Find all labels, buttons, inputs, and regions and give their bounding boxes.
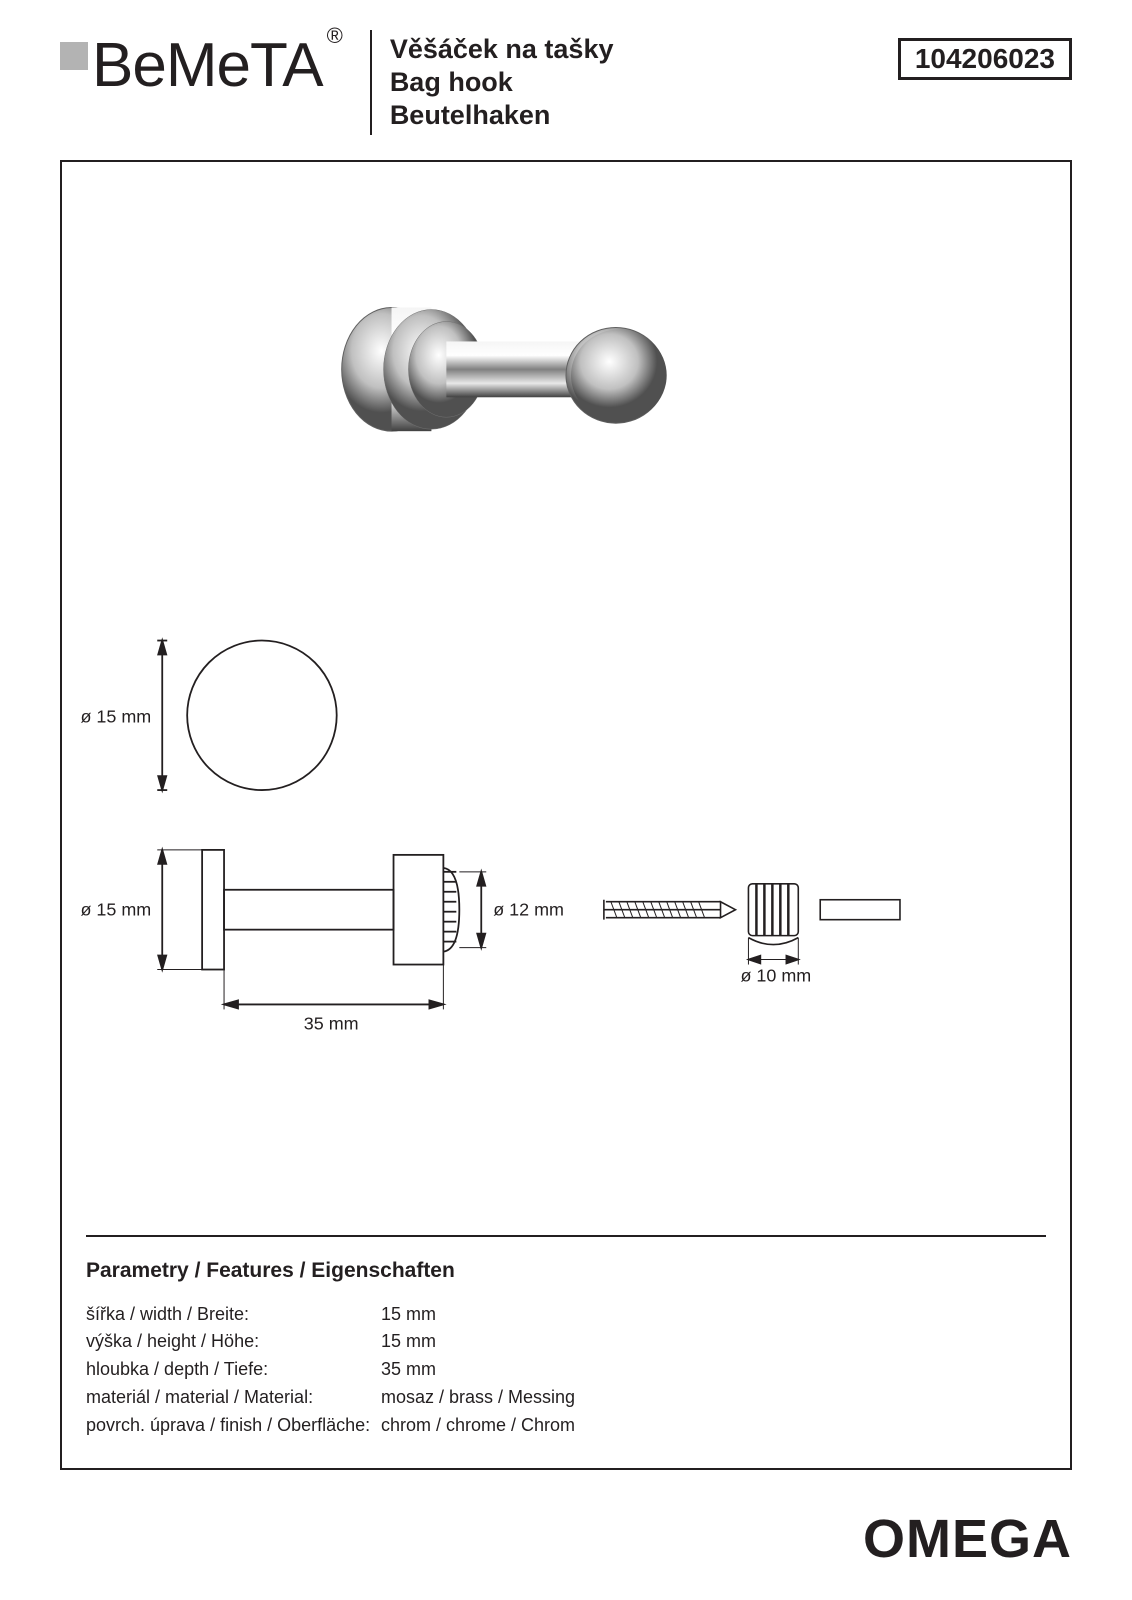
header: BeMeTA ® Věšáček na tašky Bag hook Beute… [60, 30, 1072, 140]
title-cz: Věšáček na tašky [390, 34, 614, 65]
dim-anchor-diameter: ø 10 mm [740, 965, 811, 985]
feature-row-depth: hloubka / depth / Tiefe: 35 mm [86, 1356, 1046, 1384]
feature-label: výška / height / Höhe: [86, 1328, 381, 1356]
feature-row-material: materiál / material / Material: mosaz / … [86, 1384, 1046, 1412]
dim-front-diameter: ø 15 mm [80, 706, 151, 726]
feature-label: hloubka / depth / Tiefe: [86, 1356, 381, 1384]
features-heading: Parametry / Features / Eigenschaften [86, 1259, 1046, 1283]
features-divider [86, 1235, 1046, 1237]
page: BeMeTA ® Věšáček na tašky Bag hook Beute… [0, 0, 1132, 1600]
features-block: Parametry / Features / Eigenschaften šíř… [86, 1235, 1046, 1440]
header-divider [370, 30, 372, 135]
sku-box: 104206023 [898, 38, 1072, 80]
feature-row-height: výška / height / Höhe: 15 mm [86, 1328, 1046, 1356]
feature-value: 35 mm [381, 1356, 436, 1384]
dim-side-diameter: ø 15 mm [80, 900, 151, 920]
feature-label: materiál / material / Material: [86, 1384, 381, 1412]
brand-logo: BeMeTA ® [60, 30, 340, 101]
product-titles: Věšáček na tašky Bag hook Beutelhaken [390, 30, 614, 131]
screw-anchor-diagram [604, 884, 900, 965]
title-de: Beutelhaken [390, 100, 614, 131]
series-name: OMEGA [863, 1508, 1072, 1570]
feature-row-finish: povrch. úprava / finish / Oberfläche: ch… [86, 1412, 1046, 1440]
feature-value: 15 mm [381, 1301, 436, 1329]
brand-name: BeMeTA [92, 30, 323, 101]
feature-value: chrom / chrome / Chrom [381, 1412, 575, 1440]
dim-thread-diameter: ø 12 mm [493, 900, 564, 920]
title-en: Bag hook [390, 67, 614, 98]
side-view-diagram [157, 850, 486, 1010]
logo-square-icon [60, 42, 88, 70]
front-view-diagram [157, 641, 336, 791]
main-frame: ø 15 mm [60, 160, 1072, 1470]
feature-label: šířka / width / Breite: [86, 1301, 381, 1329]
feature-row-width: šířka / width / Breite: 15 mm [86, 1301, 1046, 1329]
feature-value: mosaz / brass / Messing [381, 1384, 575, 1412]
feature-label: povrch. úprava / finish / Oberfläche: [86, 1412, 381, 1440]
dim-depth: 35 mm [304, 1013, 359, 1033]
registered-icon: ® [327, 23, 344, 49]
feature-value: 15 mm [381, 1328, 436, 1356]
